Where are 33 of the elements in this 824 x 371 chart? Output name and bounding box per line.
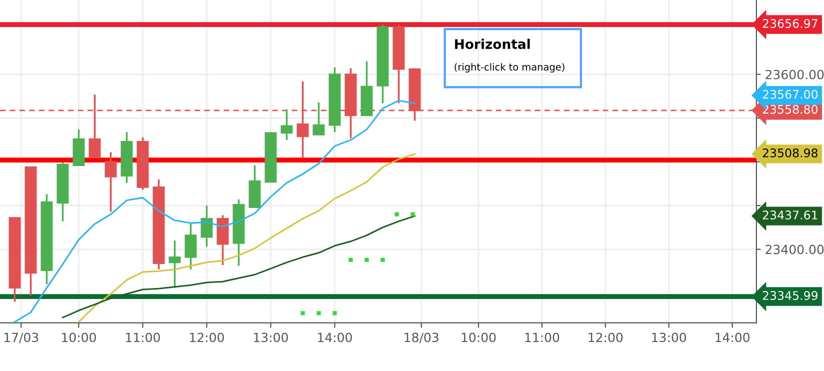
x2-tick-label: 18/03 [404,332,438,344]
ref-line-label: 23558.80 [762,104,818,114]
text: 23508.98 [762,148,818,158]
point [300,311,305,316]
text: 23567.00 [762,90,818,99]
candlestick [184,222,197,270]
line-series [14,100,416,323]
x-tick-label: 13:00 [254,332,288,342]
ref-line-label: 23345.99 [762,291,818,300]
candlestick [280,108,293,141]
candlestick [168,240,181,289]
x-tick-label: 10:00 [62,332,96,342]
x-tick-label: 11:00 [126,332,160,342]
point [348,258,353,262]
x-tick-label: 17/03 [4,332,38,344]
x-tick-label: 14:00 [318,332,352,342]
point [410,212,415,216]
point [332,311,337,316]
point [380,258,385,262]
point [364,258,369,262]
line-series [78,153,416,323]
ref-line-label: 23656.97 [762,19,818,28]
annotation: Horizontal [455,38,530,50]
candlestick [104,151,117,213]
y-tick-label: 23600.00 [766,70,824,80]
candlestick [200,204,213,248]
y-tick-label: 23400.00 [766,244,824,254]
text: 23437.61 [762,210,818,220]
annotation: (right-click to manage) [454,63,564,72]
candlestick [312,102,325,136]
x-tick-label: 12:00 [190,332,224,342]
point [394,212,399,216]
point [316,311,321,316]
